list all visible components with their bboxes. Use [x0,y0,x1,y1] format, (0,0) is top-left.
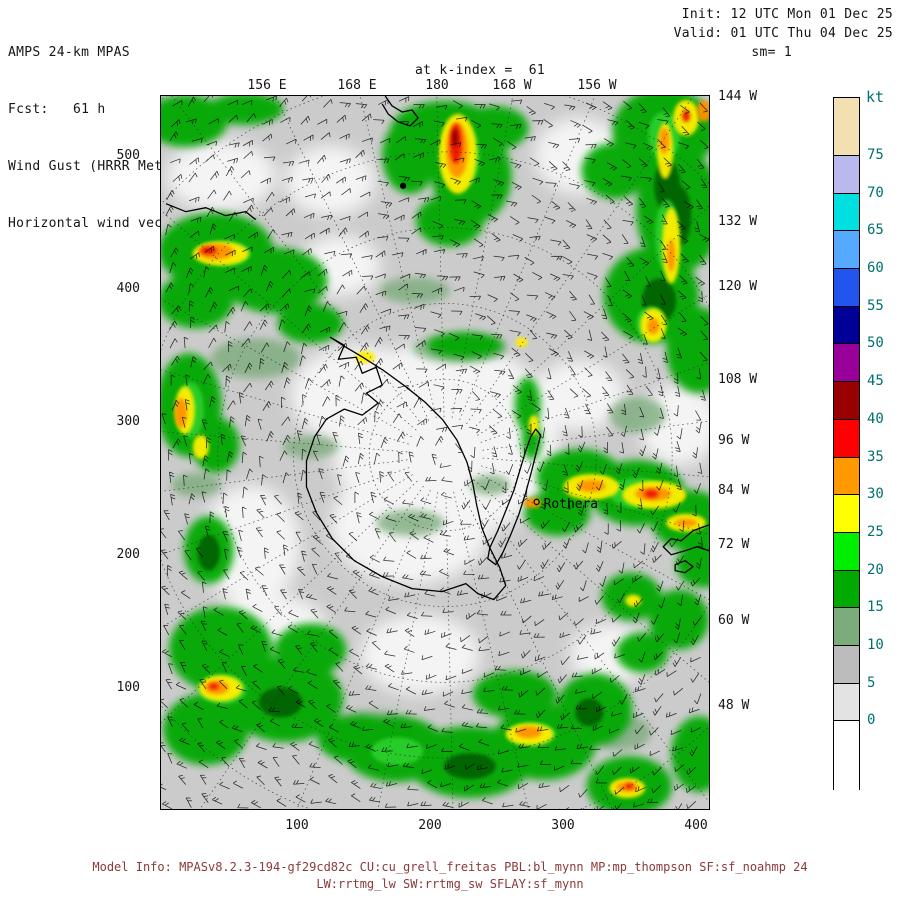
valid-time: Valid: 01 UTC Thu 04 Dec 25 [673,26,893,41]
y-axis-label: 300 [116,414,140,429]
legend-tick: 30 [867,486,884,502]
legend-tick: 65 [867,222,884,238]
legend-band [834,98,859,156]
station-marker-group: Rothera [533,497,599,512]
physics-info-line: LW:rrtmg_lw SW:rrtmg_sw SFLAY:sf_mynn [316,877,584,891]
legend-band [834,382,859,420]
legend-title: kt [866,88,885,106]
legend-tick: 35 [867,449,884,465]
level-label: at k-index = 61 [415,63,546,78]
meridian-label: 108 W [718,372,758,387]
legend-tick: 70 [867,185,884,201]
new-zealand-coast [381,96,419,127]
legend-band [834,419,859,458]
x-axis-label-bottom: 100 [285,818,309,833]
gust-shading-darkred [451,128,458,147]
meridian-label: 96 W [718,433,750,448]
y-axis-label: 100 [116,680,140,695]
meridian-label: 72 W [718,537,750,552]
northwest-coast [165,203,257,221]
legend-tick: 0 [867,712,876,728]
tierra-del-fuego-coast [662,524,709,556]
island-dot [399,182,407,189]
x-axis-label: 156 W [577,78,617,93]
antarctica-outline [305,336,507,601]
legend-band [834,269,859,307]
legend-tick: 20 [867,562,884,578]
legend-tick: 5 [867,675,876,691]
legend-band [834,344,859,383]
legend-tick: 15 [867,599,884,615]
station-marker-icon [533,498,540,506]
meridian-label: 120 W [718,279,758,294]
y-axis-label: 200 [116,547,140,562]
map-frame: Rothera [160,95,710,810]
legend-band [834,306,859,345]
model-name: AMPS 24-km MPAS [8,45,130,60]
station-label: Rothera [544,497,599,512]
gust-shading-darkgreen [196,159,692,780]
x-axis-label-bottom: 200 [418,818,442,833]
color-legend [833,97,860,791]
meridian-label: 84 W [718,483,750,498]
legend-band [834,570,859,609]
antarctic-peninsula-outline [487,428,542,566]
x-axis-label-bottom: 300 [551,818,575,833]
coastline [165,96,709,601]
meridian-label: 48 W [718,698,750,713]
graticule [161,96,709,809]
legend-tick: 75 [867,147,884,163]
legend-tick: 60 [867,260,884,276]
legend-tick: 55 [867,298,884,314]
map-svg: Rothera [161,96,709,809]
legend-tick: 45 [867,373,884,389]
x-axis-label: 168 E [337,78,377,93]
legend-band [834,608,859,646]
legend-tick: 50 [867,335,884,351]
meridian-label: 132 W [718,214,758,229]
model-info-line: Model Info: MPASv8.2.3-194-gf29cd82c CU:… [92,860,808,874]
legend-tick: 25 [867,524,884,540]
legend-band [834,495,859,533]
meridian-label: 144 W [718,89,758,104]
init-time: Init: 12 UTC Mon 01 Dec 25 [681,7,893,22]
legend-band [834,721,859,791]
legend-band [834,193,859,232]
y-axis-label: 400 [116,281,140,296]
legend-band [834,231,859,270]
legend-band [834,156,859,194]
legend-band [834,683,859,722]
island-outline [674,560,694,574]
smoothing-label: sm= 1 [751,45,792,60]
x-axis-label: 168 W [492,78,532,93]
legend-band [834,645,859,684]
wind-barbs [161,96,709,809]
forecast-hour: Fcst: 61 h [8,102,106,117]
x-axis-label-bottom: 400 [684,818,708,833]
legend-tick: 40 [867,411,884,427]
meridian-label: 60 W [718,613,750,628]
legend-tick: 10 [867,637,884,653]
x-axis-label: 156 E [247,78,287,93]
y-axis-label: 500 [116,148,140,163]
legend-band [834,532,859,571]
legend-band [834,457,859,496]
x-axis-label: 180 [425,78,449,93]
